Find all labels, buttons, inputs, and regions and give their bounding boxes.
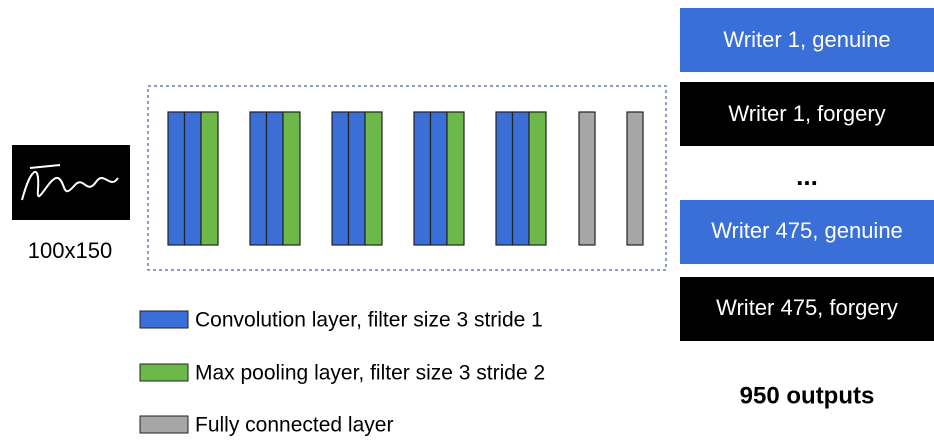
legend-swatch-conv [140,311,188,328]
legend-swatch-fc [140,416,188,433]
output-label: Writer 475, forgery [716,295,898,320]
conv-layer [250,112,267,245]
layers [168,112,643,245]
pool-layer [447,112,464,245]
legend-label: Max pooling layer, filter size 3 stride … [195,362,545,385]
pool-layer [201,112,218,245]
conv-layer [431,112,448,245]
conv-layer [185,112,202,245]
pool-layer [529,112,546,245]
conv-layer [168,112,185,245]
conv-layer [414,112,431,245]
output-label: Writer 475, genuine [711,218,903,243]
pool-layer [365,112,382,245]
conv-layer [267,112,284,245]
fc-layer [579,112,595,245]
signature-image [12,145,130,220]
legend-label: Fully connected layer [195,414,393,437]
diagram: 100x150 Convolution layer, filter size 3… [0,0,934,442]
conv-layer [349,112,366,245]
ellipsis: ... [796,161,818,191]
legend-swatch-pool [140,364,188,381]
output-label: Writer 1, forgery [728,101,885,126]
conv-layer [496,112,513,245]
fc-layer [627,112,643,245]
output-label: Writer 1, genuine [723,27,890,52]
legend-label: Convolution layer, filter size 3 stride … [195,309,543,332]
total-outputs: 950 outputs [740,382,875,409]
pool-layer [283,112,300,245]
conv-layer [513,112,530,245]
input-size: 100x150 [28,238,112,263]
conv-layer [332,112,349,245]
